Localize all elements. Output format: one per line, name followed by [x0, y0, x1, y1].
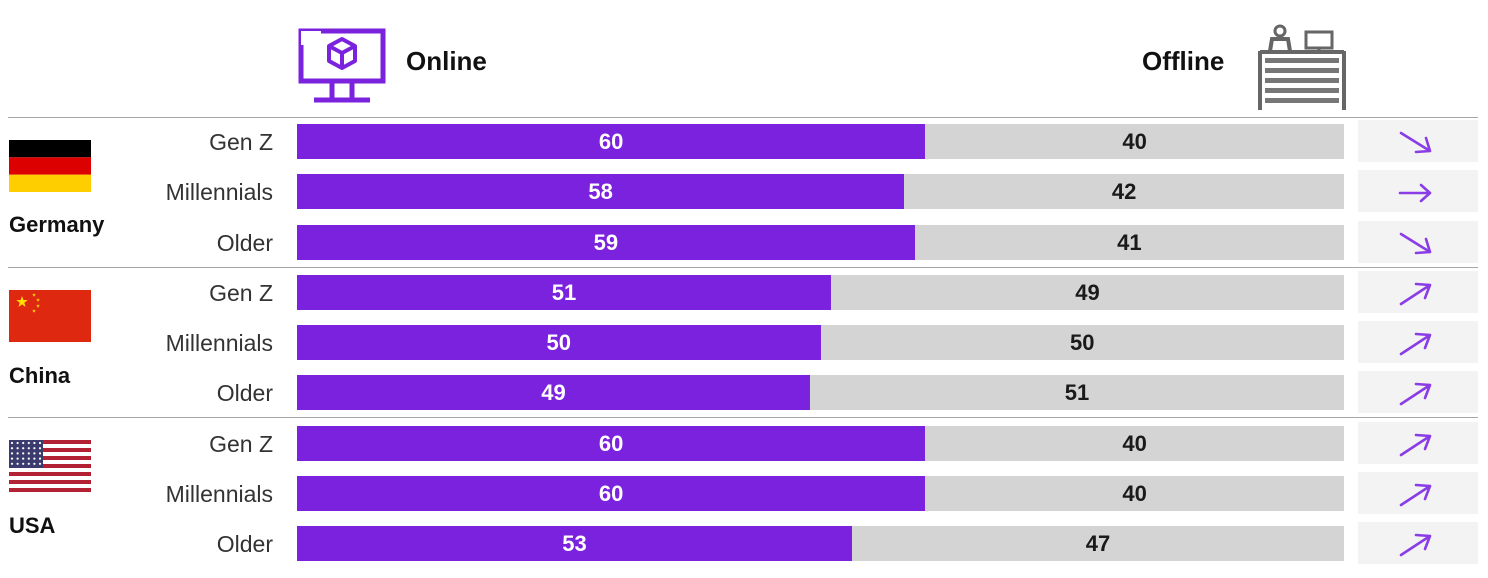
offline-bar: 60 40	[297, 425, 1344, 461]
offline-value-label: 49	[1075, 279, 1100, 305]
online-value-label: 59	[593, 229, 619, 255]
online-header-label: Online	[406, 46, 487, 76]
online-value-label: 60	[598, 480, 624, 506]
online-bar	[297, 224, 915, 260]
trend-flat-arrow-icon	[1358, 170, 1478, 213]
segment-label: Millennials	[165, 480, 273, 507]
online-value-label: 49	[541, 380, 566, 406]
offline-value-label: 51	[1064, 380, 1090, 406]
group-divider	[8, 417, 1478, 418]
online-value-label: 60	[598, 129, 624, 154]
offline-bar: 50 50	[297, 325, 1344, 361]
segment-label: Millennials	[165, 179, 273, 206]
online-bar	[297, 325, 821, 361]
online-value-label: 50	[546, 330, 572, 356]
country-name: Germany	[9, 212, 105, 237]
china-flag	[9, 290, 91, 342]
offline-bar: 60 40	[297, 124, 1344, 159]
online-bar	[297, 375, 810, 411]
shop-counter-icon	[1258, 24, 1346, 110]
offline-value-label: 47	[1085, 531, 1111, 557]
trend-down-arrow-icon	[1358, 220, 1478, 263]
online-value-label: 58	[588, 179, 613, 205]
group-divider	[8, 117, 1478, 118]
segment-label: Gen Z	[209, 129, 273, 155]
segment-label: Older	[216, 229, 273, 256]
trend-up-arrow-icon	[1358, 471, 1478, 514]
online-bar	[297, 475, 926, 511]
offline-value-label: 40	[1122, 480, 1147, 506]
online-bar	[297, 526, 852, 562]
trend-up-arrow-icon	[1358, 522, 1478, 565]
online-bar	[297, 124, 926, 159]
usa-flag	[9, 440, 91, 492]
trend-up-arrow-icon	[1358, 270, 1478, 313]
trend-up-arrow-icon	[1358, 371, 1478, 414]
segment-label: Gen Z	[209, 279, 273, 306]
offline-bar: 51 49	[297, 274, 1344, 310]
offline-bar: 53 47	[297, 526, 1344, 562]
trend-down-arrow-icon	[1358, 120, 1478, 162]
trend-up-arrow-icon	[1358, 321, 1478, 364]
offline-header-label: Offline	[1142, 46, 1225, 76]
segment-label: Millennials	[165, 330, 273, 357]
online-value-label: 60	[598, 430, 624, 456]
group-divider	[8, 267, 1478, 268]
country-name: China	[9, 363, 71, 388]
computer-monitor-box-icon	[298, 28, 386, 103]
offline-value-label: 41	[1117, 229, 1142, 255]
offline-value-label: 50	[1070, 330, 1095, 356]
offline-bar: 49 51	[297, 375, 1344, 411]
segment-label: Older	[216, 531, 273, 558]
segment-label: Older	[216, 380, 273, 407]
offline-value-label: 40	[1122, 129, 1147, 154]
online-bar	[297, 274, 831, 310]
segment-label: Gen Z	[209, 430, 273, 457]
offline-bar: 59 41	[297, 224, 1344, 260]
online-value-label: 53	[562, 531, 587, 557]
online-bar	[297, 174, 905, 210]
trend-up-arrow-icon	[1358, 421, 1478, 464]
online-bar	[297, 425, 926, 461]
germany-flag	[9, 140, 91, 192]
country-name: USA	[9, 513, 56, 538]
offline-bar: 60 40	[297, 475, 1344, 511]
offline-value-label: 40	[1122, 430, 1147, 456]
offline-bar: 58 42	[297, 174, 1344, 210]
offline-value-label: 42	[1111, 179, 1137, 205]
online-value-label: 51	[551, 279, 577, 305]
